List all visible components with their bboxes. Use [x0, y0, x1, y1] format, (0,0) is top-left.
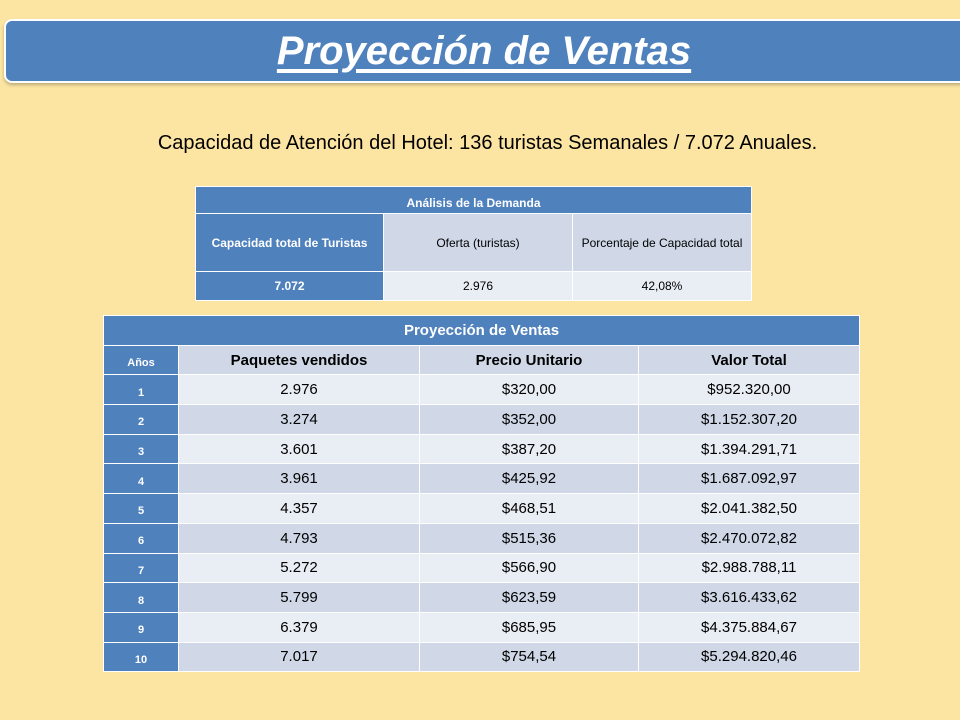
table-row: 1 2.976 $320,00 $952.320,00	[103, 374, 861, 406]
unit-price-cell: $623,59	[419, 582, 639, 613]
unit-price-cell: $320,00	[419, 374, 639, 406]
total-value-cell: $4.375.884,67	[637, 611, 861, 643]
offer-header: Oferta (turistas)	[383, 213, 573, 272]
table-row: 9 6.379 $685,95 $4.375.884,67	[103, 611, 861, 643]
unit-price-cell: $685,95	[419, 611, 639, 643]
packages-sold-cell: 5.272	[178, 552, 420, 584]
year-cell: 3	[103, 433, 179, 465]
unit-price-cell: $468,51	[419, 493, 639, 524]
unit-price-cell: $754,54	[419, 641, 639, 673]
total-value-cell: $2.988.788,11	[637, 552, 861, 584]
unit-price-cell: $425,92	[419, 463, 639, 495]
total-value-cell: $1.152.307,20	[637, 404, 861, 435]
sales-projection-table: Proyección de Ventas Años Paquetes vendi…	[102, 315, 861, 673]
packages-sold-cell: 4.793	[178, 522, 420, 554]
packages-sold-header: Paquetes vendidos	[178, 344, 420, 376]
year-cell: 8	[103, 582, 179, 613]
table-row: 8 5.799 $623,59 $3.616.433,62	[103, 582, 861, 613]
year-cell: 5	[103, 493, 179, 524]
unit-price-cell: $515,36	[419, 522, 639, 554]
capacity-value: 7.072	[195, 271, 384, 301]
packages-sold-cell: 2.976	[178, 374, 420, 406]
packages-sold-cell: 3.601	[178, 433, 420, 465]
total-value-cell: $1.687.092,97	[637, 463, 861, 495]
demand-analysis-table: Análisis de la Demanda Capacidad total d…	[194, 186, 753, 301]
title-banner	[4, 19, 960, 83]
packages-sold-cell: 5.799	[178, 582, 420, 613]
projection-table-title: Proyección de Ventas	[102, 315, 861, 346]
year-cell: 10	[103, 641, 179, 673]
capacity-header: Capacidad total de Turistas	[195, 213, 384, 272]
hotel-capacity-subtitle: Capacidad de Atención del Hotel: 136 tur…	[157, 132, 818, 154]
packages-sold-cell: 4.357	[178, 493, 420, 524]
unit-price-header: Precio Unitario	[419, 344, 639, 376]
table-row: 7 5.272 $566,90 $2.988.788,11	[103, 552, 861, 584]
year-cell: 9	[103, 611, 179, 643]
table-row: 4 3.961 $425,92 $1.687.092,97	[103, 463, 861, 495]
packages-sold-cell: 6.379	[178, 611, 420, 643]
year-cell: 7	[103, 552, 179, 584]
packages-sold-cell: 3.961	[178, 463, 420, 495]
year-cell: 2	[103, 404, 179, 435]
offer-value: 2.976	[383, 271, 573, 301]
total-value-header: Valor Total	[637, 344, 861, 376]
unit-price-cell: $352,00	[419, 404, 639, 435]
table-row: 6 4.793 $515,36 $2.470.072,82	[103, 522, 861, 554]
capacity-percent-header: Porcentaje de Capacidad total	[571, 213, 753, 272]
page-title: Proyección de Ventas	[276, 28, 692, 73]
year-cell: 6	[103, 522, 179, 554]
year-cell: 1	[103, 374, 179, 406]
table-row: 2 3.274 $352,00 $1.152.307,20	[103, 404, 861, 435]
total-value-cell: $1.394.291,71	[637, 433, 861, 465]
total-value-cell: $2.041.382,50	[637, 493, 861, 524]
table-row: 3 3.601 $387,20 $1.394.291,71	[103, 433, 861, 465]
year-cell: 4	[103, 463, 179, 495]
total-value-cell: $5.294.820,46	[637, 641, 861, 673]
capacity-percent-value: 42,08%	[571, 271, 753, 301]
total-value-cell: $3.616.433,62	[637, 582, 861, 613]
total-value-cell: $952.320,00	[637, 374, 861, 406]
table-row: 5 4.357 $468,51 $2.041.382,50	[103, 493, 861, 524]
total-value-cell: $2.470.072,82	[637, 522, 861, 554]
unit-price-cell: $387,20	[419, 433, 639, 465]
years-header: Años	[103, 344, 179, 376]
packages-sold-cell: 7.017	[178, 641, 420, 673]
unit-price-cell: $566,90	[419, 552, 639, 584]
demand-table-title: Análisis de la Demanda	[194, 186, 753, 214]
table-row: 10 7.017 $754,54 $5.294.820,46	[103, 641, 861, 673]
packages-sold-cell: 3.274	[178, 404, 420, 435]
